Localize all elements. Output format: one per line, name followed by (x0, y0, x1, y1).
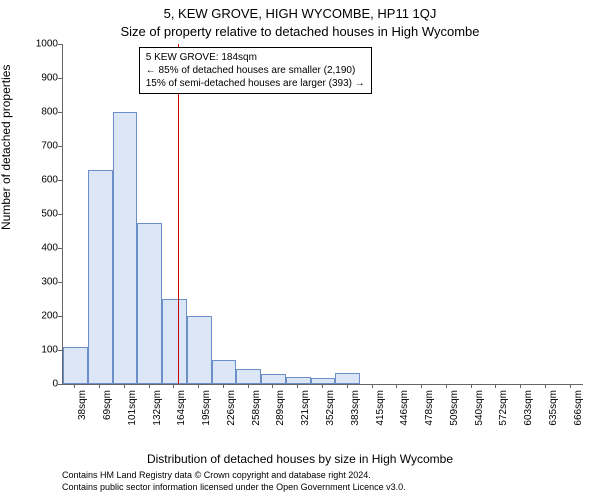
x-tick-label: 132sqm (152, 390, 163, 426)
x-tick-mark (545, 384, 546, 388)
x-tick-label: 321sqm (300, 390, 311, 426)
x-tick-mark (347, 384, 348, 388)
y-tick-mark (58, 316, 62, 317)
histogram-bar (335, 373, 360, 384)
y-tick-mark (58, 44, 62, 45)
x-tick-label: 509sqm (449, 390, 460, 426)
x-tick-mark (297, 384, 298, 388)
x-tick-mark (223, 384, 224, 388)
y-tick-label: 0 (18, 379, 58, 390)
x-tick-mark (272, 384, 273, 388)
x-tick-mark (99, 384, 100, 388)
plot-area (62, 44, 583, 385)
y-tick-label: 600 (18, 175, 58, 186)
x-tick-mark (396, 384, 397, 388)
copyright-line-2: Contains public sector information licen… (62, 482, 406, 494)
y-axis-label: Number of detached properties (0, 65, 13, 230)
x-tick-label: 603sqm (523, 390, 534, 426)
y-tick-label: 200 (18, 311, 58, 322)
y-tick-mark (58, 214, 62, 215)
x-tick-label: 101sqm (127, 390, 138, 426)
histogram-bar (113, 112, 138, 384)
copyright-line-1: Contains HM Land Registry data © Crown c… (62, 470, 406, 482)
y-tick-label: 100 (18, 345, 58, 356)
y-tick-mark (58, 146, 62, 147)
x-tick-mark (198, 384, 199, 388)
x-tick-label: 666sqm (573, 390, 584, 426)
x-tick-mark (446, 384, 447, 388)
x-tick-label: 195sqm (201, 390, 212, 426)
histogram-bar (187, 316, 212, 384)
x-tick-label: 164sqm (176, 390, 187, 426)
x-tick-mark (471, 384, 472, 388)
x-tick-mark (495, 384, 496, 388)
y-tick-mark (58, 78, 62, 79)
y-tick-label: 700 (18, 141, 58, 152)
x-tick-mark (322, 384, 323, 388)
histogram-bar (236, 369, 261, 384)
y-tick-label: 900 (18, 73, 58, 84)
x-tick-label: 289sqm (275, 390, 286, 426)
x-tick-mark (173, 384, 174, 388)
x-tick-mark (149, 384, 150, 388)
x-tick-label: 38sqm (77, 390, 88, 420)
x-tick-label: 226sqm (226, 390, 237, 426)
x-tick-mark (74, 384, 75, 388)
page-subtitle: Size of property relative to detached ho… (0, 24, 600, 39)
x-tick-mark (124, 384, 125, 388)
y-tick-mark (58, 180, 62, 181)
x-tick-label: 446sqm (399, 390, 410, 426)
x-tick-label: 352sqm (325, 390, 336, 426)
histogram-bar (162, 299, 187, 384)
y-tick-label: 1000 (18, 39, 58, 50)
x-tick-label: 635sqm (548, 390, 559, 426)
histogram-bar (261, 374, 286, 384)
x-axis-title: Distribution of detached houses by size … (0, 452, 600, 466)
y-tick-mark (58, 112, 62, 113)
y-tick-mark (58, 384, 62, 385)
x-tick-label: 69sqm (102, 390, 113, 420)
y-tick-mark (58, 282, 62, 283)
annotation-line-2: ← 85% of detached houses are smaller (2,… (146, 64, 365, 77)
copyright-text: Contains HM Land Registry data © Crown c… (62, 470, 406, 493)
chart-container: 5, KEW GROVE, HIGH WYCOMBE, HP11 1QJ Siz… (0, 0, 600, 500)
annotation-box: 5 KEW GROVE: 184sqm ← 85% of detached ho… (139, 47, 372, 94)
annotation-line-3: 15% of semi-detached houses are larger (… (146, 77, 365, 90)
x-tick-mark (520, 384, 521, 388)
x-tick-mark (248, 384, 249, 388)
y-tick-label: 800 (18, 107, 58, 118)
reference-line (178, 44, 179, 384)
x-tick-label: 415sqm (375, 390, 386, 426)
x-tick-label: 572sqm (498, 390, 509, 426)
annotation-line-1: 5 KEW GROVE: 184sqm (146, 51, 365, 64)
histogram-bar (137, 223, 162, 385)
x-tick-mark (372, 384, 373, 388)
x-tick-label: 540sqm (474, 390, 485, 426)
y-tick-label: 300 (18, 277, 58, 288)
page-title: 5, KEW GROVE, HIGH WYCOMBE, HP11 1QJ (0, 6, 600, 21)
y-tick-mark (58, 248, 62, 249)
x-tick-label: 383sqm (350, 390, 361, 426)
x-tick-label: 258sqm (251, 390, 262, 426)
histogram-bar (286, 377, 311, 384)
histogram-bar (212, 360, 237, 384)
x-tick-mark (570, 384, 571, 388)
x-tick-label: 478sqm (424, 390, 435, 426)
y-tick-label: 400 (18, 243, 58, 254)
y-tick-label: 500 (18, 209, 58, 220)
histogram-bar (63, 347, 88, 384)
y-tick-mark (58, 350, 62, 351)
x-tick-mark (421, 384, 422, 388)
histogram-bar (88, 170, 113, 384)
